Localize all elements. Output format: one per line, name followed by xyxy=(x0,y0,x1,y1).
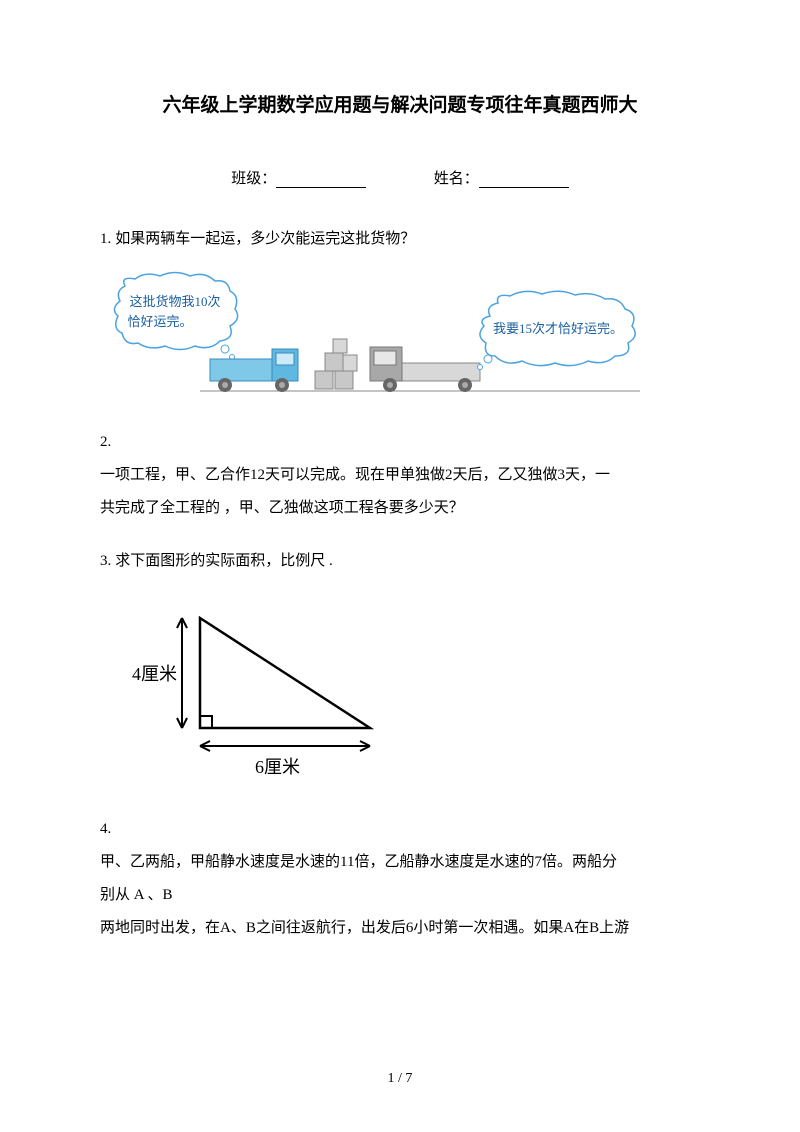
page-title: 六年级上学期数学应用题与解决问题专项往年真题西师大 xyxy=(100,90,700,117)
q2-line2: 共完成了全工程的 ，甲、乙独做这项工程各要多少天？ xyxy=(100,492,700,525)
triangle-figure: 4厘米 6厘米 xyxy=(130,598,390,788)
q4-line1: 甲、乙两船，甲船静水速度是水速的11倍，乙船静水速度是水速的7倍。两船分 xyxy=(100,846,700,879)
svg-text:恰好运完。: 恰好运完。 xyxy=(127,314,192,329)
speech-bubble-right: 我要15次才恰好运完。 xyxy=(478,291,636,369)
svg-text:这批货物我10次: 这批货物我10次 xyxy=(129,294,220,309)
q4-line2: 别从 A 、B xyxy=(100,879,700,912)
svg-text:我要15次才恰好运完。: 我要15次才恰好运完。 xyxy=(493,321,623,336)
truck-left xyxy=(210,349,298,392)
q3-text: 求下面图形的实际面积，比例尺 . xyxy=(115,553,333,569)
q3-number: 3. xyxy=(100,553,111,569)
class-label: 班级： xyxy=(231,171,276,187)
svg-text:6厘米: 6厘米 xyxy=(255,757,300,777)
trucks-figure: 这批货物我10次 恰好运完。 xyxy=(110,271,650,401)
cargo-boxes xyxy=(315,339,357,389)
speech-bubble-left: 这批货物我10次 恰好运完。 xyxy=(114,273,237,360)
svg-text:4厘米: 4厘米 xyxy=(132,664,177,684)
q1-number: 1. xyxy=(100,231,111,247)
question-2: 2. 一项工程，甲、乙合作12天可以完成。现在甲单独做2天后，乙又独做3天，一 … xyxy=(100,426,700,525)
question-1: 1.如果两辆车一起运，多少次能运完这批货物？ xyxy=(100,223,700,256)
question-4: 4. 甲、乙两船，甲船静水速度是水速的11倍，乙船静水速度是水速的7倍。两船分 … xyxy=(100,813,700,945)
name-label: 姓名： xyxy=(434,171,479,187)
class-blank xyxy=(276,172,366,188)
q2-number: 2. xyxy=(100,434,111,450)
q4-line3: 两地同时出发，在A、B之间往返航行，出发后6小时第一次相遇。如果A在B上游 xyxy=(100,912,700,945)
page-number: 1 / 7 xyxy=(0,1071,800,1087)
q2-line1: 一项工程，甲、乙合作12天可以完成。现在甲单独做2天后，乙又独做3天，一 xyxy=(100,459,700,492)
question-3: 3.求下面图形的实际面积，比例尺 . xyxy=(100,545,700,578)
q1-text: 如果两辆车一起运，多少次能运完这批货物？ xyxy=(115,231,415,247)
student-info-row: 班级： 姓名： xyxy=(100,167,700,188)
truck-right xyxy=(370,347,480,392)
q4-number: 4. xyxy=(100,821,111,837)
name-blank xyxy=(479,172,569,188)
